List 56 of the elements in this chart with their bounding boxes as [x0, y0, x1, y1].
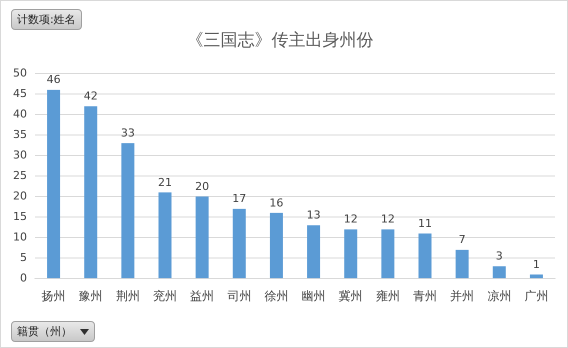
text: 籍贯（州）: [17, 324, 72, 339]
x-tick-label: 司州: [227, 288, 252, 303]
y-tick-label: 5: [20, 250, 27, 264]
x-tick-label: 冀州: [338, 288, 363, 303]
y-tick-label: 15: [12, 210, 27, 223]
x-tick-label: 青州: [413, 288, 437, 303]
x-tick-label: 豫州: [78, 288, 103, 303]
x-tick-label: 雍州: [376, 288, 400, 303]
data-label: 21: [158, 176, 172, 189]
chart-title: 《三国志》传主出身州份: [186, 30, 374, 51]
data-label: 7: [458, 233, 466, 246]
bar: [158, 192, 172, 278]
data-label: 16: [269, 196, 284, 210]
data-label: 13: [306, 208, 321, 222]
bar: [344, 229, 358, 278]
x-tick-label: 凉州: [487, 288, 512, 303]
data-label: 12: [380, 212, 395, 226]
y-tick-label: 20: [12, 189, 27, 202]
x-tick-label: 幽州: [302, 288, 326, 303]
y-tick-label: 50: [12, 66, 27, 80]
bar: [270, 212, 283, 278]
x-tick-label: 兖州: [153, 288, 177, 303]
y-tick-label: 30: [12, 148, 27, 162]
y-tick-label: 25: [12, 168, 27, 182]
x-tick-label: 广州: [524, 288, 548, 303]
data-label: 20: [195, 180, 210, 193]
data-label: 12: [344, 212, 358, 226]
x-tick-label: 荆州: [116, 288, 140, 303]
x-tick-label: 徐州: [264, 288, 288, 303]
bar: [232, 208, 246, 278]
bar: [530, 274, 543, 278]
bar: [307, 225, 320, 278]
data-label: 42: [84, 90, 98, 103]
bar: [121, 143, 134, 278]
bar: [456, 250, 469, 278]
y-tick-label: 35: [12, 128, 27, 141]
bar: [492, 266, 506, 278]
data-label: 1: [532, 258, 540, 271]
y-tick-label: 45: [12, 86, 27, 100]
x-tick-label: 扬州: [42, 288, 66, 303]
data-label: 11: [418, 216, 432, 230]
data-label: 46: [46, 73, 61, 86]
data-label: 17: [232, 192, 246, 206]
bar: [381, 229, 394, 278]
data-label: 3: [496, 250, 503, 263]
bar: [84, 106, 98, 278]
bar: [196, 196, 209, 278]
y-tick-label: 0: [20, 271, 27, 284]
x-tick-label: 益州: [190, 288, 214, 303]
y-tick-label: 40: [12, 107, 27, 120]
text: 计数项:姓名: [11, 9, 82, 30]
y-tick-label: 10: [12, 230, 27, 244]
bar: [47, 90, 60, 278]
x-tick-label: 并州: [450, 288, 474, 303]
bar: [418, 233, 432, 278]
data-label: 33: [120, 126, 135, 140]
